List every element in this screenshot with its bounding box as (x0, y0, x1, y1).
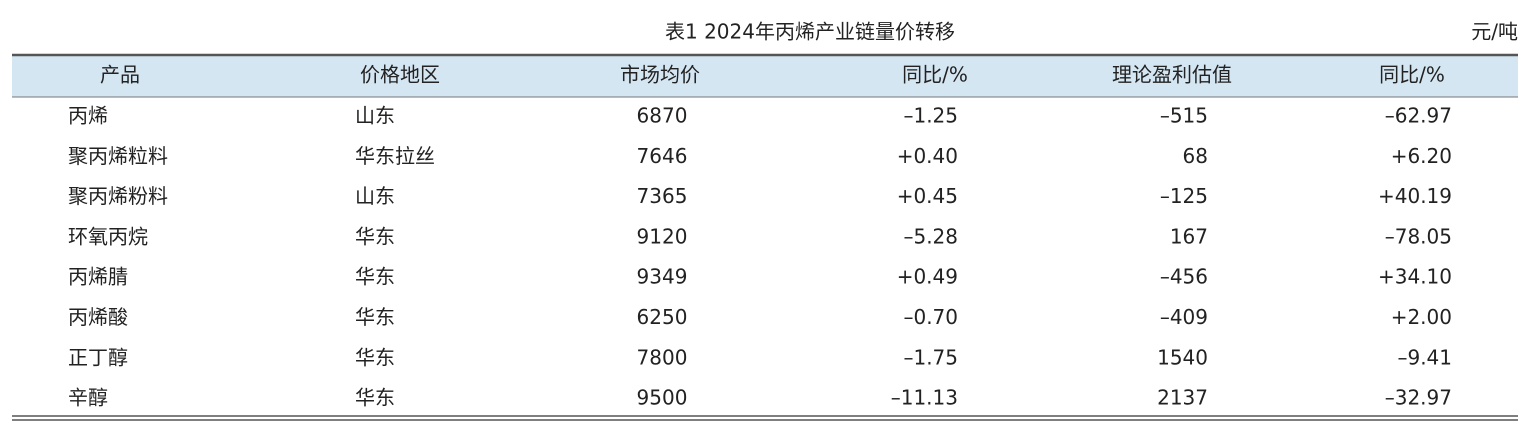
cell: –409 (1160, 305, 1208, 329)
cell: +0.40 (897, 144, 958, 168)
cell: 丙烯酸 (68, 305, 128, 329)
cell: 华东 (355, 345, 395, 369)
cell: 华东 (355, 305, 395, 329)
cell: 辛醇 (68, 386, 108, 410)
cell: +0.45 (897, 184, 958, 208)
cell: +6.20 (1391, 144, 1452, 168)
cell: 环氧丙烷 (68, 224, 148, 248)
header-band (12, 55, 1518, 97)
cell: –456 (1160, 265, 1208, 289)
cell: –5.28 (903, 224, 958, 248)
unit: 元/吨 (1471, 20, 1518, 44)
column-header: 市场均价 (620, 63, 700, 87)
cell: 9120 (637, 224, 688, 248)
cell: 7365 (637, 184, 688, 208)
cell: 山东 (355, 104, 395, 128)
cell: –78.05 (1385, 224, 1452, 248)
cell: 7646 (637, 144, 688, 168)
cell: –0.70 (903, 305, 958, 329)
cell: 聚丙烯粒料 (68, 144, 168, 168)
column-header: 理论盈利估值 (1112, 63, 1232, 87)
cell: 68 (1183, 144, 1208, 168)
cell: 华东 (355, 386, 395, 410)
cell: 1540 (1157, 345, 1208, 369)
cell: –62.97 (1385, 104, 1452, 128)
cell: –32.97 (1385, 386, 1452, 410)
cell: –515 (1160, 104, 1208, 128)
cell: 2137 (1157, 386, 1208, 410)
table-title: 表1 2024年丙烯产业链量价转移 (665, 20, 955, 44)
cell: 华东 (355, 224, 395, 248)
cell: +2.00 (1391, 305, 1452, 329)
cell: 华东拉丝 (355, 144, 435, 168)
cell: +34.10 (1378, 265, 1452, 289)
cell: 正丁醇 (68, 345, 128, 369)
cell: –1.25 (903, 104, 958, 128)
cell: 6870 (637, 104, 688, 128)
column-header: 产品 (100, 63, 140, 87)
cell: 6250 (637, 305, 688, 329)
column-header: 同比/% (1379, 63, 1445, 87)
cell: 7800 (637, 345, 688, 369)
cell: 丙烯 (68, 104, 108, 128)
column-header: 同比/% (902, 63, 968, 87)
cell: 丙烯腈 (68, 265, 128, 289)
cell: 9500 (637, 386, 688, 410)
cell: 山东 (355, 184, 395, 208)
cell: 聚丙烯粉料 (68, 184, 168, 208)
column-header: 价格地区 (360, 63, 440, 87)
cell: 9349 (637, 265, 688, 289)
cell: 华东 (355, 265, 395, 289)
cell: –9.41 (1397, 345, 1452, 369)
cell: +40.19 (1378, 184, 1452, 208)
cell: 167 (1170, 224, 1208, 248)
cell: +0.49 (897, 265, 958, 289)
cell: –125 (1160, 184, 1208, 208)
cell: –1.75 (903, 345, 958, 369)
cell: –11.13 (891, 386, 958, 410)
